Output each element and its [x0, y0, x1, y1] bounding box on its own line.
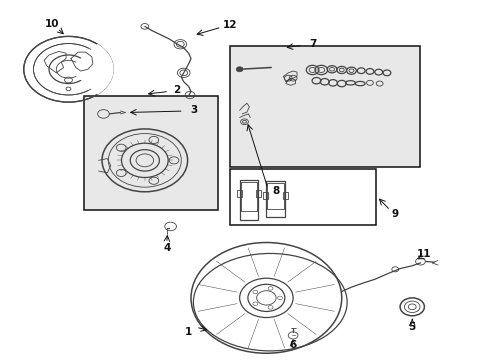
Text: 4: 4	[163, 243, 170, 253]
Text: 12: 12	[222, 20, 237, 30]
Bar	[229, 169, 375, 225]
Bar	[283, 192, 287, 199]
Bar	[266, 181, 285, 217]
Text: 11: 11	[416, 249, 431, 259]
Text: 1: 1	[184, 327, 192, 337]
Text: 8: 8	[272, 186, 279, 197]
Text: 2: 2	[172, 85, 180, 95]
Bar	[267, 183, 284, 209]
Text: 3: 3	[189, 105, 197, 115]
Text: 5: 5	[408, 322, 415, 332]
Text: 9: 9	[391, 209, 398, 219]
Circle shape	[236, 67, 243, 72]
Bar	[236, 190, 241, 197]
Bar	[84, 96, 217, 210]
Bar	[256, 190, 261, 197]
Text: 7: 7	[308, 39, 316, 49]
Text: 10: 10	[45, 18, 60, 28]
Bar	[263, 192, 268, 199]
Wedge shape	[68, 44, 114, 95]
Bar	[229, 46, 419, 167]
Bar	[239, 180, 258, 220]
Text: 6: 6	[289, 340, 296, 350]
Bar	[240, 182, 257, 211]
